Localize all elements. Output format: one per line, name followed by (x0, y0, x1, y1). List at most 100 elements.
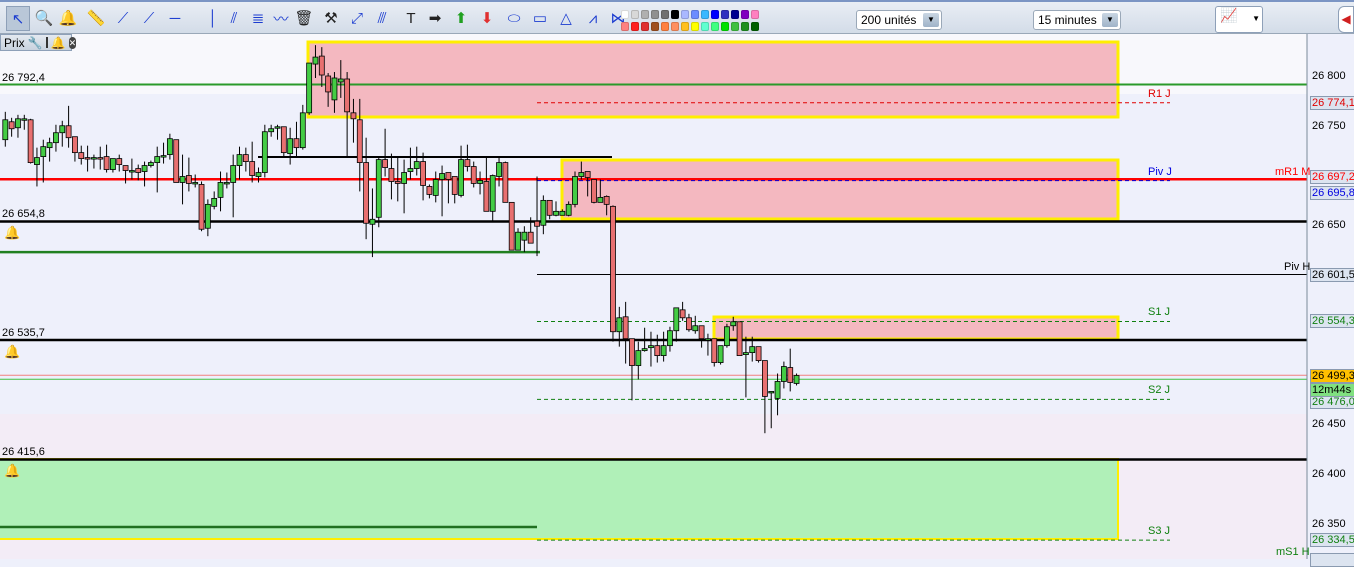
pivot-price-box: 26 476,0 (1310, 395, 1354, 410)
bell-icon[interactable]: 🔔 (50, 35, 66, 50)
indicators-button[interactable]: 📈 ▼ (1215, 6, 1263, 33)
color-swatch[interactable] (681, 10, 689, 19)
candle-body (705, 338, 711, 341)
candle (736, 321, 743, 356)
pivot-price-box: 26 334,5 (1310, 533, 1354, 548)
candle (679, 301, 686, 321)
arrow-down-icon[interactable]: ⬇ (480, 10, 494, 27)
candle-body (274, 126, 281, 129)
cursor-icon[interactable]: ↖ (6, 6, 30, 31)
candle (46, 137, 53, 162)
ellipse-icon[interactable]: ⬭ (507, 9, 521, 27)
fibonacci-icon[interactable]: ≣ (251, 10, 265, 27)
color-swatch[interactable] (651, 10, 659, 19)
alert-bell-icon[interactable]: 🔔 (4, 343, 21, 359)
color-swatch[interactable] (741, 10, 749, 19)
horizontal-line-icon[interactable]: ─ (169, 9, 181, 27)
arrow-up-icon[interactable]: ⬆ (454, 10, 468, 27)
regression-channel-icon[interactable]: 〰 (273, 10, 289, 28)
color-swatch[interactable] (661, 22, 669, 31)
rectangle-icon[interactable]: ▭ (532, 10, 548, 27)
triangle-icon[interactable]: △ (560, 10, 572, 27)
candle-body (660, 345, 667, 356)
window-icon[interactable] (45, 37, 48, 48)
candle-body (217, 182, 224, 198)
alert-bell-icon[interactable]: 🔔 (4, 225, 21, 241)
candle-body (394, 181, 401, 184)
vertical-line-icon[interactable]: │ (208, 9, 218, 27)
piv-h-price-box: 26 601,5 (1310, 267, 1354, 282)
candle-body (432, 179, 439, 196)
color-swatch[interactable] (621, 22, 629, 31)
color-swatch[interactable] (711, 22, 719, 31)
color-swatch[interactable] (691, 22, 699, 31)
parallel-channel-icon[interactable]: ⫽ (230, 9, 238, 27)
timeframe-select[interactable]: 15 minutes ▼ (1033, 10, 1121, 30)
color-swatch[interactable] (671, 22, 679, 31)
candle (603, 195, 610, 216)
candle (515, 228, 521, 251)
candle (350, 98, 357, 143)
color-swatch[interactable] (731, 10, 739, 19)
candle-body (84, 157, 91, 160)
ms1h-label: mS1 H (1276, 546, 1310, 558)
candle (572, 171, 578, 208)
color-swatch[interactable] (631, 10, 639, 19)
color-swatch[interactable] (701, 22, 709, 31)
alert-bell-icon[interactable]: 🔔 (58, 10, 78, 27)
segment-icon[interactable]: ⟋ (117, 9, 129, 27)
candle-body (578, 172, 585, 177)
candle (553, 201, 559, 217)
candle-body (97, 157, 104, 160)
zone-icon[interactable]: ⩘ (588, 9, 598, 27)
candle-body (236, 154, 243, 166)
side-icon[interactable]: ◀ (1338, 6, 1354, 33)
ruler-icon[interactable]: 📏 (86, 10, 106, 27)
price-axis-background (1308, 34, 1354, 559)
level-value-label: 26 654,8 (2, 208, 45, 221)
color-swatch[interactable] (631, 22, 639, 31)
color-swatch[interactable] (621, 10, 629, 19)
color-swatch[interactable] (701, 10, 709, 19)
trendline-icon[interactable]: ⟋ (143, 9, 155, 27)
candle (641, 327, 648, 352)
price-chart[interactable] (0, 34, 1354, 559)
candle-body (128, 170, 135, 173)
candle (236, 146, 243, 180)
color-swatch[interactable] (671, 10, 679, 19)
color-swatch[interactable] (641, 10, 649, 19)
y-tick-label: 26 750 (1312, 119, 1346, 132)
arrow-right-icon[interactable]: ➡ (428, 10, 442, 27)
candle-body (198, 184, 205, 230)
supply-zone (560, 158, 1120, 221)
candle-body (344, 78, 351, 113)
wrench-icon[interactable]: 🔧 (27, 35, 43, 50)
color-swatch[interactable] (721, 10, 729, 19)
color-swatch[interactable] (741, 22, 749, 31)
color-swatch[interactable] (661, 10, 669, 19)
candle-body (464, 159, 471, 167)
supply-zone (712, 315, 1120, 341)
magnifier-icon[interactable]: 🔍 (34, 10, 54, 27)
color-swatch[interactable] (641, 22, 649, 31)
color-swatch[interactable] (731, 22, 739, 31)
ray-icon[interactable]: ⤢ (350, 9, 363, 27)
candle-body (160, 155, 167, 158)
close-icon[interactable]: ✕ (68, 36, 77, 49)
text-icon[interactable]: T (406, 9, 416, 27)
color-swatch[interactable] (651, 22, 659, 31)
candle (616, 306, 623, 347)
color-swatch[interactable] (751, 10, 759, 19)
trash-icon[interactable]: 🗑 (294, 10, 314, 27)
color-swatch[interactable] (681, 22, 689, 31)
candle-body (673, 307, 680, 332)
color-swatch[interactable] (721, 22, 729, 31)
alert-bell-icon[interactable]: 🔔 (4, 463, 21, 479)
tools-icon[interactable]: ⚒ (324, 10, 338, 27)
units-select[interactable]: 200 unités ▼ (856, 10, 942, 30)
color-swatch[interactable] (711, 10, 719, 19)
chevron-down-icon: ▼ (1102, 13, 1118, 27)
color-swatch[interactable] (751, 22, 759, 31)
fan-icon[interactable]: ⫻ (377, 9, 387, 27)
color-swatch[interactable] (691, 10, 699, 19)
